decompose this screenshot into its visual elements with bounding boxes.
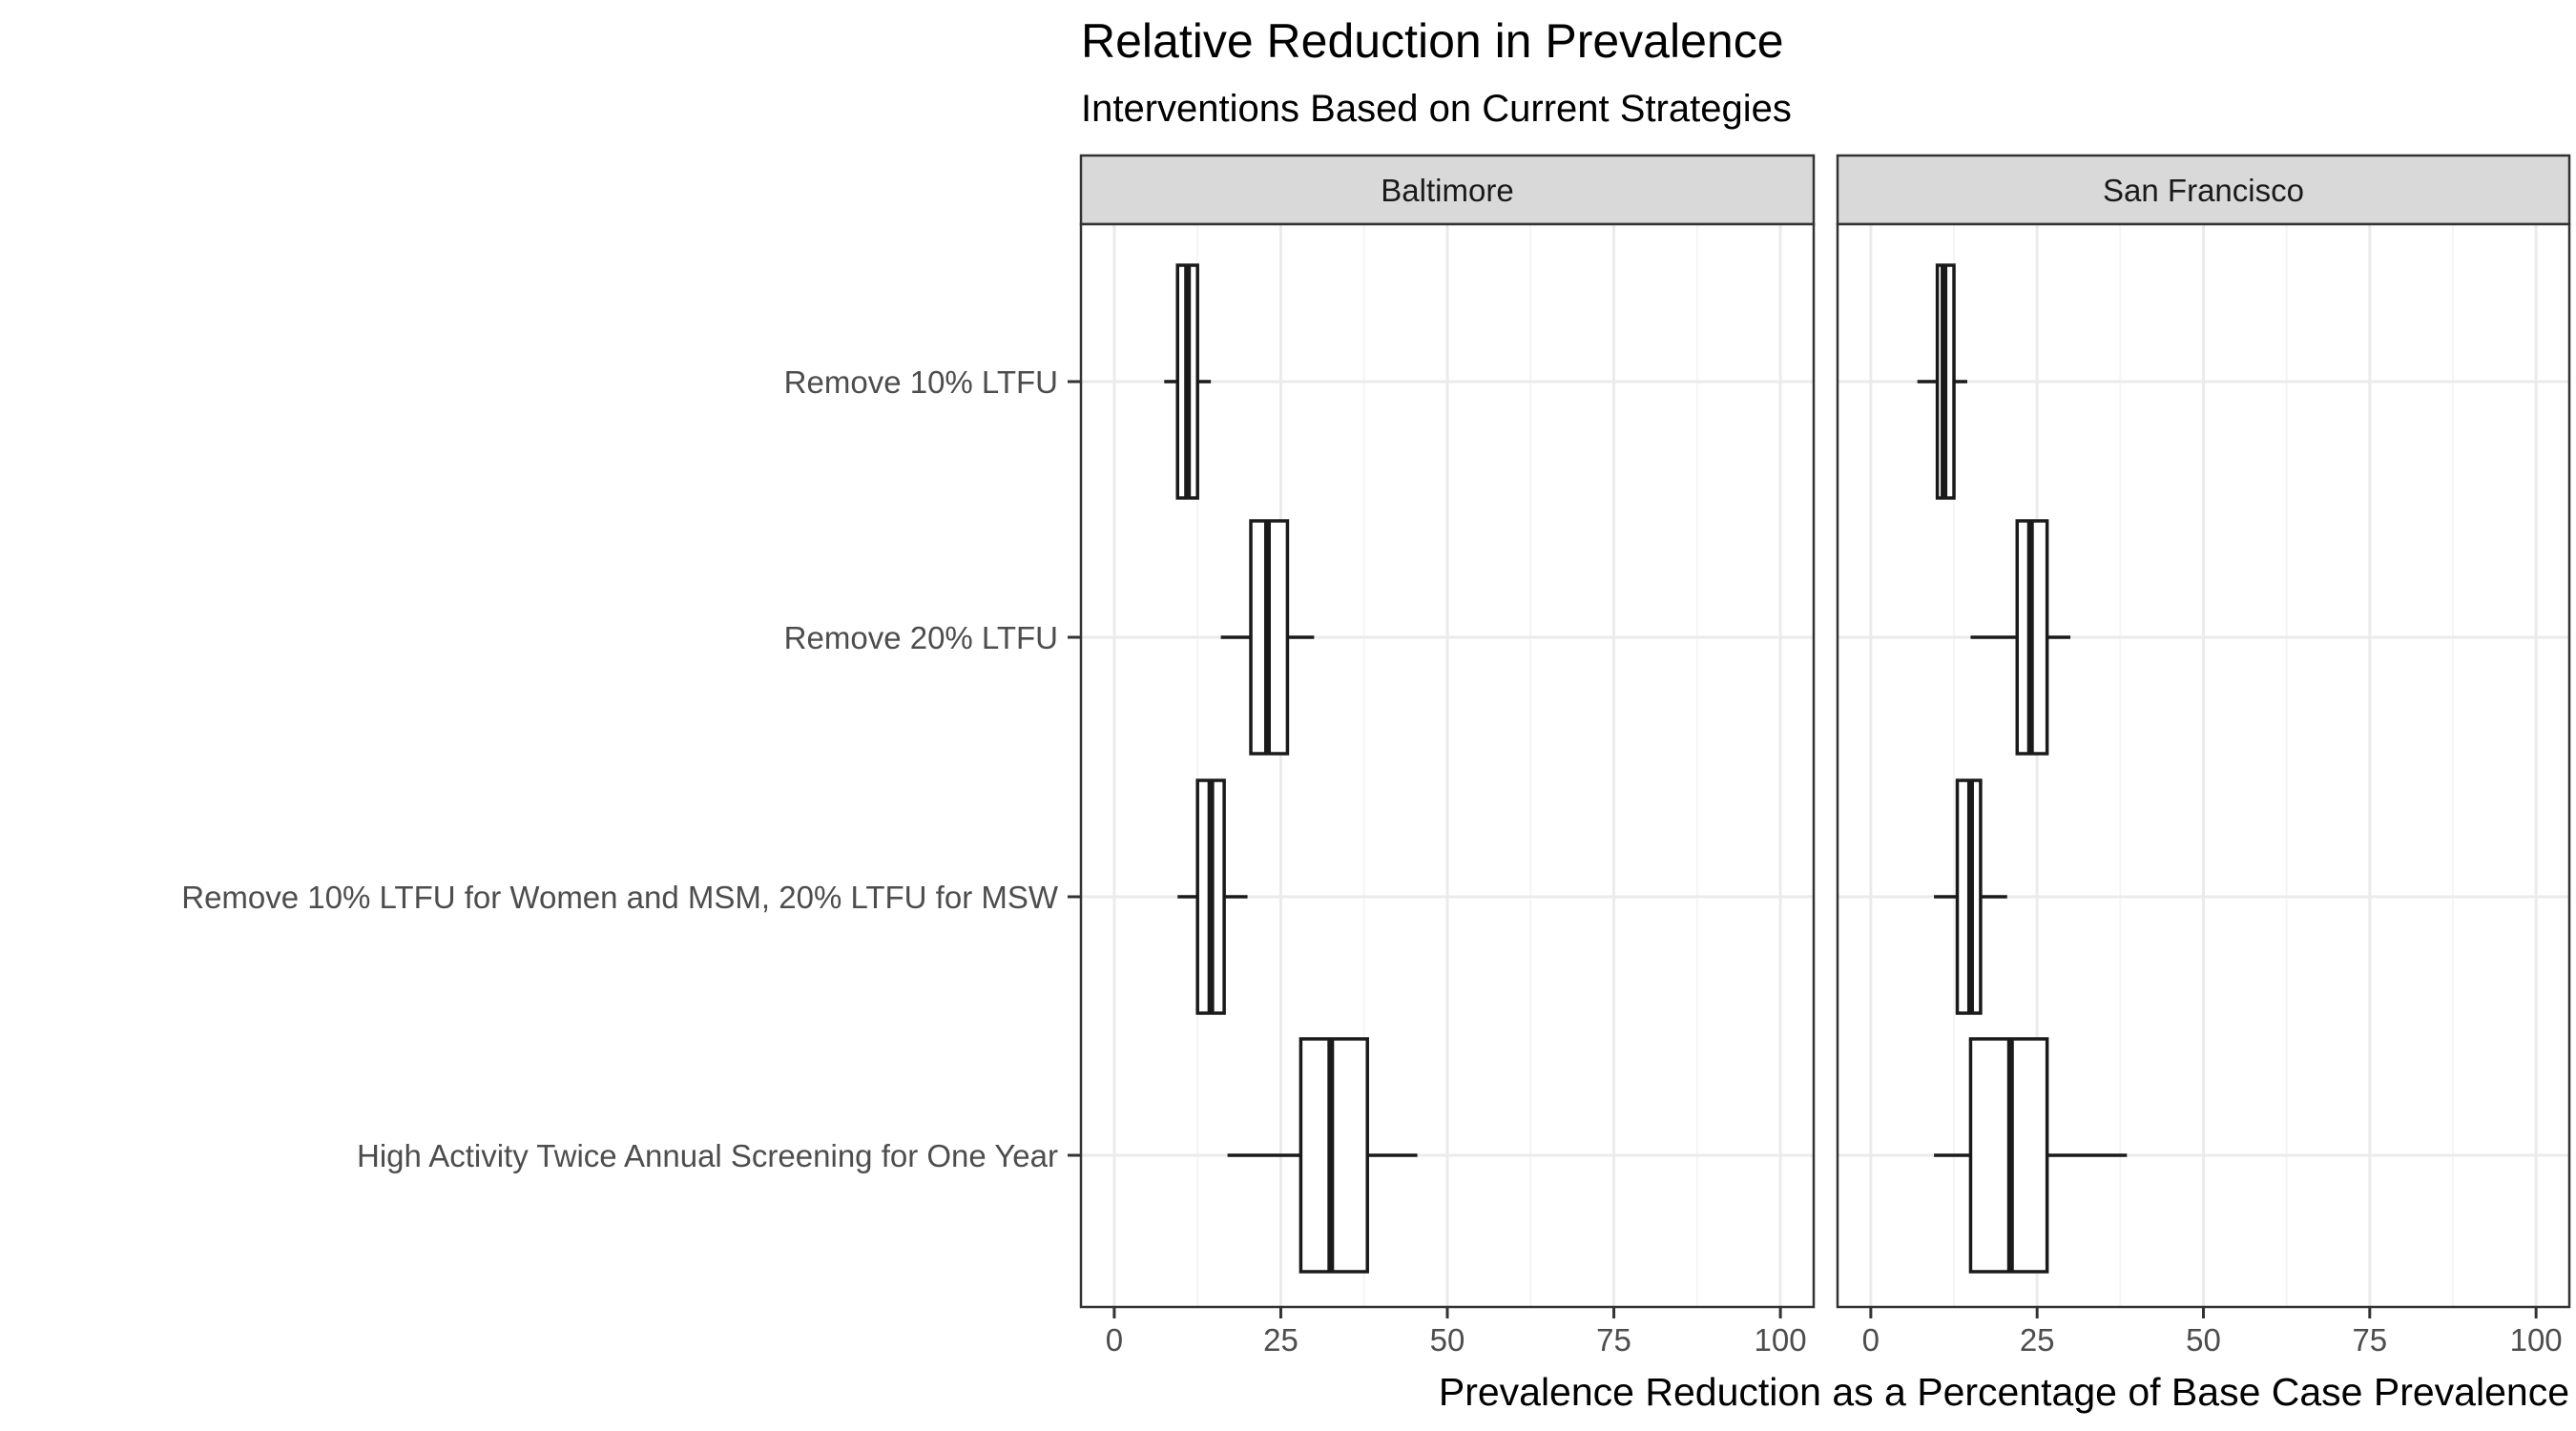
facet-strip-label: Baltimore	[1381, 173, 1513, 208]
boxplot-2	[1177, 778, 1248, 1015]
boxplot-3	[1934, 1037, 2128, 1274]
x-axis-title: Prevalence Reduction as a Percentage of …	[1439, 1370, 2569, 1414]
y-axis-category-labels: Remove 10% LTFU Remove 20% LTFU Remove 10%…	[181, 364, 1081, 1173]
x-tick-label: 50	[2186, 1322, 2221, 1358]
facet-panels: Baltimore 0 25 50 75 100 San Francisco 0 25 50 75 1…	[1079, 154, 2571, 1358]
x-tick-label: 25	[1263, 1322, 1298, 1358]
chart-title: Relative Reduction in Prevalence	[1081, 14, 1784, 68]
boxplot-0	[1164, 263, 1212, 500]
x-tick-label: 75	[1596, 1322, 1631, 1358]
boxplot-1	[1970, 519, 2071, 756]
facet-panel-baltimore: Baltimore 0 25 50 75 100	[1079, 154, 1816, 1358]
y-tick-label: Remove 10% LTFU	[784, 364, 1058, 400]
x-tick-label: 0	[1862, 1322, 1880, 1358]
boxplot-0	[1917, 263, 1967, 500]
boxplot-1	[1220, 519, 1315, 756]
chart-subtitle: Interventions Based on Current Strategie…	[1081, 88, 1792, 130]
x-tick-label: 0	[1106, 1322, 1123, 1358]
x-tick-label: 100	[1755, 1322, 1807, 1358]
boxplot-2	[1934, 778, 2007, 1015]
x-tick-label: 50	[1430, 1322, 1465, 1358]
x-tick-label: 25	[2020, 1322, 2055, 1358]
y-tick-label: Remove 20% LTFU	[784, 620, 1058, 655]
facet-strip-label: San Francisco	[2103, 173, 2304, 208]
y-tick-label: High Activity Twice Annual Screening for…	[357, 1138, 1058, 1173]
facet-strip	[1836, 154, 2571, 226]
x-tick-label: 100	[2510, 1322, 2563, 1358]
facet-panel-san-francisco: San Francisco 0 25 50 75 100	[1836, 154, 2571, 1358]
facet-strip	[1079, 154, 1816, 226]
boxplot-3	[1227, 1037, 1418, 1274]
x-tick-label: 75	[2352, 1322, 2387, 1358]
y-tick-label: Remove 10% LTFU for Women and MSM, 20% L…	[181, 880, 1059, 915]
